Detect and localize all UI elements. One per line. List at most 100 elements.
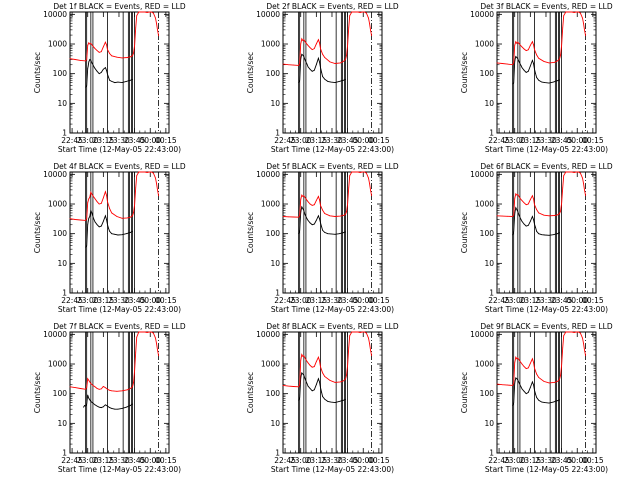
data-point-events bbox=[515, 207, 517, 209]
data-point-lld bbox=[313, 204, 315, 206]
data-point-lld bbox=[301, 194, 303, 196]
y-tick-label: 10000 bbox=[43, 170, 67, 179]
data-point-events bbox=[515, 56, 517, 57]
data-point-events bbox=[519, 216, 521, 218]
data-point-events bbox=[523, 69, 525, 71]
data-point-events bbox=[100, 72, 102, 73]
data-point-lld bbox=[322, 372, 323, 374]
data-point-events bbox=[90, 400, 92, 402]
data-point-lld bbox=[315, 43, 317, 45]
data-point-events bbox=[319, 218, 320, 220]
data-point-lld bbox=[562, 347, 564, 349]
data-point-lld bbox=[138, 171, 140, 173]
data-point-events bbox=[111, 407, 113, 409]
data-point-lld bbox=[86, 387, 88, 389]
x-tick-label: 22:45 bbox=[274, 136, 296, 145]
data-point-lld bbox=[150, 171, 152, 173]
data-point-lld bbox=[324, 376, 326, 377]
data-point-lld bbox=[303, 39, 305, 41]
data-point-lld bbox=[579, 332, 581, 334]
x-axis-label: Start Time (12-May-05 22:43:00) bbox=[271, 305, 394, 314]
data-point-lld bbox=[582, 337, 583, 339]
data-point-events bbox=[327, 400, 329, 402]
x-tick-label: 23:15 bbox=[520, 136, 542, 145]
data-point-events bbox=[319, 381, 320, 383]
data-point-lld bbox=[87, 44, 89, 46]
data-point-events bbox=[558, 399, 559, 401]
plot-frame bbox=[496, 331, 597, 454]
data-point-events bbox=[516, 209, 518, 210]
series-events bbox=[85, 209, 133, 248]
x-tick-label: 23:45 bbox=[124, 456, 146, 465]
x-tick-label: 23:15 bbox=[93, 456, 115, 465]
data-point-events bbox=[304, 213, 306, 215]
data-point-lld bbox=[565, 171, 567, 173]
data-point-events bbox=[344, 79, 345, 81]
data-point-events bbox=[304, 377, 306, 379]
y-tick-label: 10000 bbox=[470, 330, 494, 339]
y-axis-label: Counts/sec bbox=[33, 52, 42, 93]
data-point-events bbox=[514, 61, 516, 63]
data-point-lld bbox=[334, 381, 336, 383]
data-point-events bbox=[304, 59, 306, 60]
y-tick-label: 10 bbox=[484, 419, 494, 428]
data-point-events bbox=[87, 220, 89, 222]
data-point-events bbox=[527, 392, 529, 393]
data-point-events bbox=[533, 63, 534, 64]
data-point-lld bbox=[94, 198, 96, 200]
data-point-events bbox=[559, 79, 560, 81]
data-point-lld bbox=[85, 220, 87, 221]
plot-frame bbox=[496, 11, 597, 134]
data-point-events bbox=[301, 206, 303, 208]
data-point-lld bbox=[538, 57, 540, 59]
data-point-events bbox=[541, 234, 543, 236]
data-point-events bbox=[535, 227, 536, 229]
data-point-lld bbox=[515, 41, 517, 43]
data-point-events bbox=[125, 233, 127, 235]
data-point-events bbox=[89, 216, 91, 217]
y-tick-label: 10000 bbox=[256, 10, 280, 19]
data-point-events bbox=[94, 68, 96, 69]
data-point-events bbox=[311, 70, 313, 72]
data-point-events bbox=[525, 393, 527, 395]
data-point-lld bbox=[507, 63, 508, 65]
y-axis-label: Counts/sec bbox=[460, 52, 469, 93]
data-point-events bbox=[313, 389, 315, 391]
data-point-lld bbox=[80, 60, 81, 61]
data-point-lld bbox=[134, 370, 136, 371]
data-point-lld bbox=[577, 171, 579, 173]
x-axis-label: Start Time (12-May-05 22:43:00) bbox=[58, 465, 181, 474]
data-point-events bbox=[307, 220, 309, 221]
data-point-lld bbox=[109, 389, 110, 391]
data-point-lld bbox=[365, 332, 367, 334]
data-point-lld bbox=[136, 175, 138, 177]
data-point-events bbox=[512, 405, 514, 406]
y-tick-label: 10 bbox=[270, 99, 280, 108]
data-point-lld bbox=[525, 368, 527, 370]
data-point-events bbox=[544, 82, 546, 84]
data-point-events bbox=[107, 405, 108, 407]
data-point-lld bbox=[527, 203, 529, 205]
x-axis-label: Start Time (12-May-05 22:43:00) bbox=[485, 145, 608, 154]
data-point-lld bbox=[515, 193, 517, 195]
data-point-lld bbox=[575, 171, 577, 173]
data-point-lld bbox=[334, 216, 336, 217]
data-point-lld bbox=[557, 214, 558, 216]
y-tick-label: 1 bbox=[62, 129, 67, 138]
data-point-events bbox=[313, 69, 315, 71]
data-point-lld bbox=[307, 201, 309, 203]
data-point-lld bbox=[156, 22, 157, 24]
data-point-lld bbox=[575, 331, 577, 333]
data-point-events bbox=[514, 213, 516, 215]
x-tick-label: 23:45 bbox=[551, 136, 573, 145]
y-tick-label: 1 bbox=[489, 129, 494, 138]
data-point-lld bbox=[109, 208, 110, 210]
data-point-lld bbox=[349, 335, 351, 337]
data-point-events bbox=[557, 400, 558, 402]
data-point-lld bbox=[157, 29, 158, 31]
data-point-events bbox=[525, 72, 527, 73]
panel-det-1: Det 1f BLACK = Events, RED = LLD 1 10 100 10… bbox=[33, 2, 186, 154]
data-point-events bbox=[302, 54, 304, 56]
y-tick-label: 10000 bbox=[256, 170, 280, 179]
